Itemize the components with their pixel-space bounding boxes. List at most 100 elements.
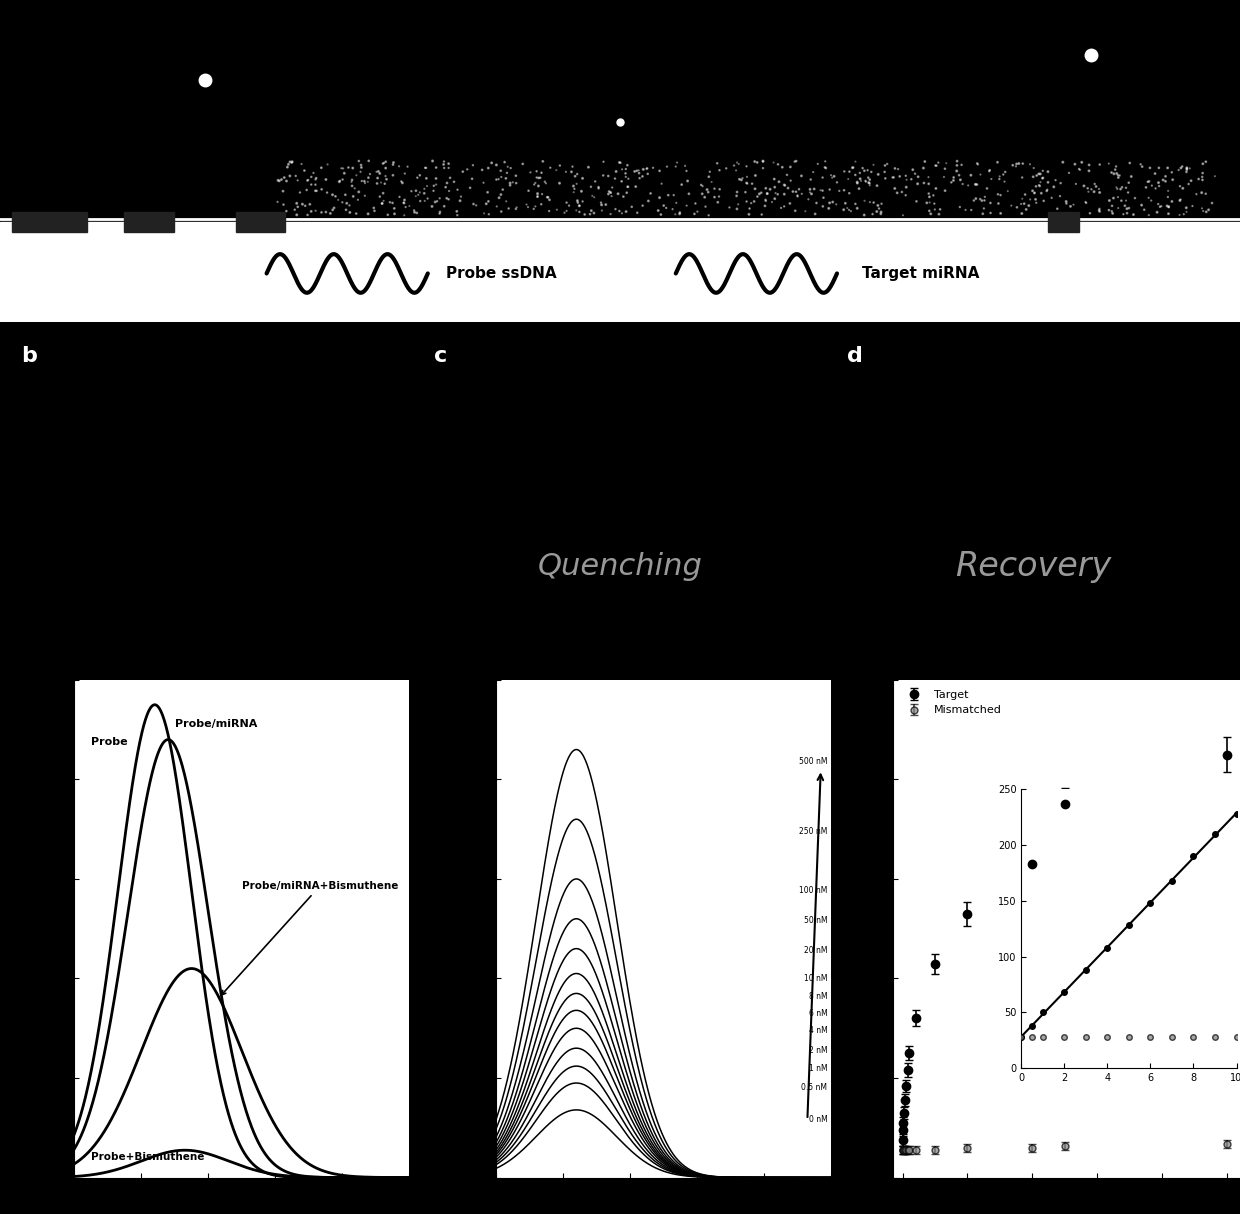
Point [355,186,374,205]
Point [434,158,454,177]
Point [806,193,826,212]
Point [677,195,697,215]
Point [1172,157,1192,176]
Point [944,171,963,191]
Text: Target miRNA: Target miRNA [862,266,980,280]
Point [906,192,926,211]
Point [573,192,593,211]
Point [601,187,621,206]
Point [269,171,289,191]
Point [324,198,343,217]
Point [351,155,371,175]
Y-axis label: PL Intensity (a.u.): PL Intensity (a.u.) [19,858,32,999]
Point [1014,194,1034,214]
Text: 0 nM: 0 nM [808,1116,827,1124]
Point [737,157,756,176]
Point [764,153,784,172]
Point [1033,169,1053,188]
Point [1153,170,1173,189]
Point [670,203,689,222]
Point [930,199,950,219]
Point [675,157,694,176]
Point [975,191,994,210]
Point [846,152,866,171]
Point [1038,180,1058,199]
Point [1029,164,1049,183]
Point [826,194,846,214]
Point [1063,204,1083,223]
Point [343,187,363,206]
Point [737,174,756,193]
Point [322,185,342,204]
Point [521,163,541,182]
Point [358,168,378,187]
Text: c: c [434,346,448,365]
Text: g: g [831,660,848,683]
Point [394,193,414,212]
Point [874,163,894,182]
Point [732,170,751,189]
Point [961,165,981,185]
Point [1182,171,1202,191]
Point [352,171,372,191]
Point [807,154,827,174]
Point [859,172,879,192]
Point [383,155,403,175]
Point [773,158,792,177]
Point [872,194,892,214]
Point [780,194,800,214]
Point [990,169,1009,188]
Bar [1048,212,1079,232]
Point [811,181,831,200]
Point [1151,197,1171,216]
Point [822,168,842,187]
Point [301,168,321,187]
Point [1149,158,1169,177]
Point [765,189,785,209]
Point [925,155,945,175]
Point [392,171,412,191]
Point [743,174,763,193]
Point [1027,166,1047,186]
Point [300,194,320,214]
Point [791,166,811,186]
Point [272,170,291,189]
Point [934,168,954,187]
Point [856,172,875,192]
Point [1027,193,1047,212]
Text: 6 nM: 6 nM [808,1009,827,1017]
Point [477,182,497,202]
Point [847,172,867,192]
Point [539,191,559,210]
Point [919,183,939,203]
Point [842,158,862,177]
Point [311,180,331,199]
Bar [12,212,87,232]
Point [1032,183,1052,203]
Point [415,191,435,210]
Point [277,171,296,191]
Point [719,198,739,217]
Point [594,152,614,171]
Point [583,186,603,205]
Point [649,200,668,220]
Y-axis label: PL Intensity (a.u.): PL Intensity (a.u.) [844,858,858,999]
Point [859,176,879,195]
Point [947,161,967,181]
Point [634,160,653,180]
Point [769,172,789,192]
Point [305,181,325,200]
Point [279,154,299,174]
Point [1074,176,1094,195]
Point [337,193,357,212]
Point [1156,171,1176,191]
Point [1106,177,1126,197]
Point [775,176,795,195]
Point [298,171,317,191]
Point [727,186,746,205]
Point [295,197,315,216]
Point [596,195,616,215]
Point [601,183,621,203]
Point [796,202,816,221]
Point [944,168,963,187]
